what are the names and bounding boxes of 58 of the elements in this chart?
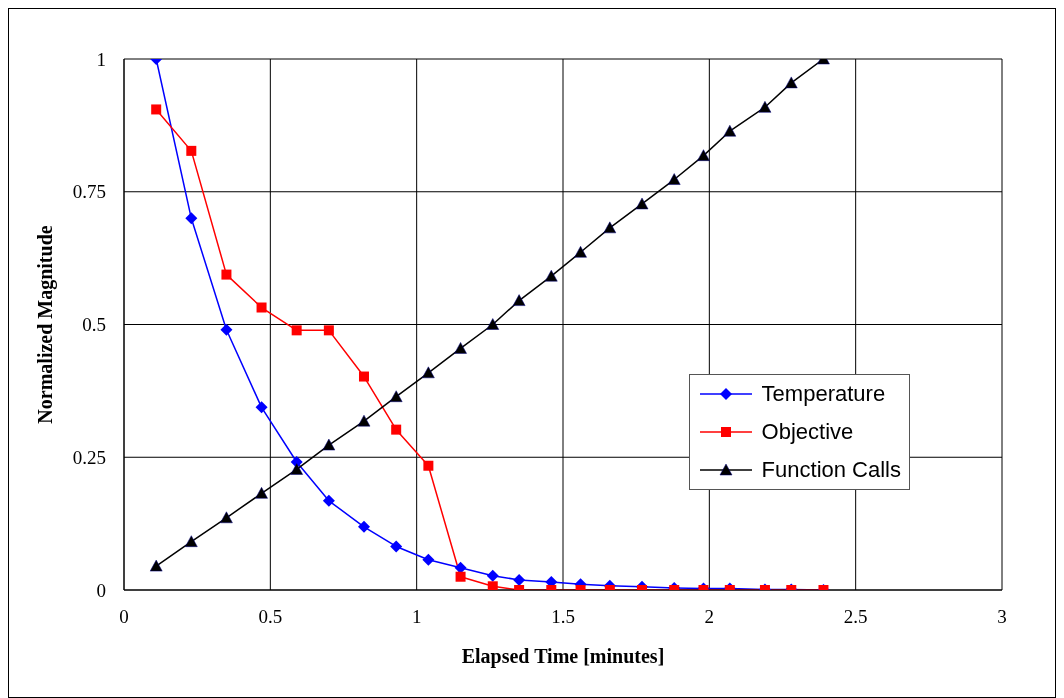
x-tick-label: 2.5 — [843, 606, 868, 628]
point — [512, 294, 526, 306]
point — [486, 569, 499, 582]
point — [422, 553, 435, 566]
y-tick-label: 0.5 — [82, 314, 106, 336]
point — [423, 460, 434, 471]
point — [323, 325, 334, 336]
point — [486, 318, 500, 330]
point — [357, 414, 371, 427]
point — [322, 438, 336, 451]
y-axis-title: Normalized Magnitude — [34, 225, 58, 424]
point — [255, 401, 268, 414]
point — [390, 540, 403, 553]
point — [635, 197, 649, 210]
point — [291, 325, 302, 336]
y-tick-label: 0 — [96, 579, 106, 601]
x-tick-label: 0 — [119, 606, 129, 628]
point — [221, 269, 232, 280]
point — [513, 573, 526, 586]
point — [723, 124, 737, 137]
point — [357, 520, 370, 533]
point — [185, 535, 198, 547]
point — [322, 494, 335, 507]
point — [785, 76, 798, 89]
point — [422, 366, 435, 379]
point — [574, 246, 587, 258]
point — [603, 221, 617, 234]
point — [256, 302, 267, 313]
y-tick-label: 0.75 — [72, 181, 106, 203]
point — [220, 323, 233, 336]
point — [487, 581, 498, 590]
x-tick-label: 2 — [704, 606, 715, 628]
point — [149, 559, 163, 572]
x-tick-label: 1.5 — [551, 606, 575, 628]
x-tick-label: 0.5 — [258, 606, 283, 628]
point — [220, 511, 233, 524]
point — [391, 424, 402, 435]
point — [389, 390, 403, 402]
legend-label: Objective — [761, 419, 854, 445]
legend-label: Temperature — [761, 381, 886, 407]
point — [290, 463, 303, 475]
point — [545, 269, 558, 282]
y-tick-label: 0.25 — [72, 446, 106, 468]
x-tick-label: 1 — [411, 606, 422, 628]
point — [454, 342, 467, 354]
point — [186, 145, 197, 156]
point — [697, 149, 710, 161]
point — [358, 371, 369, 382]
point — [185, 212, 198, 225]
x-tick-label: 3 — [997, 606, 1007, 628]
x-axis-title: Elapsed Time [minutes] — [461, 645, 665, 668]
point — [255, 487, 268, 499]
point — [667, 173, 681, 185]
point — [151, 104, 162, 115]
point — [758, 101, 772, 113]
y-tick-label: 1 — [96, 48, 106, 70]
point — [455, 571, 466, 582]
legend-label: Function Calls — [761, 457, 901, 483]
